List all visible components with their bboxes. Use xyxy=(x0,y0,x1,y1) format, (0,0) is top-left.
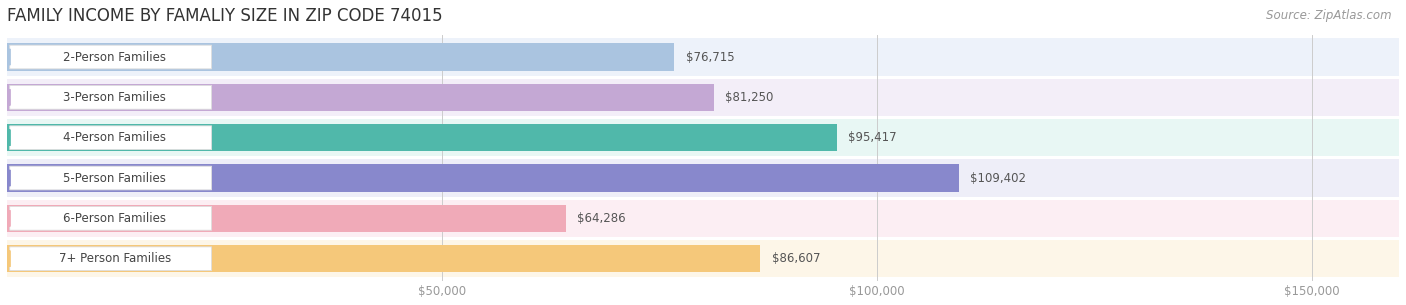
FancyBboxPatch shape xyxy=(10,166,211,190)
Text: 3-Person Families: 3-Person Families xyxy=(63,91,166,104)
FancyBboxPatch shape xyxy=(10,126,211,149)
Bar xyxy=(7,240,1399,277)
Bar xyxy=(7,79,1399,116)
Text: $109,402: $109,402 xyxy=(970,171,1026,185)
Text: $81,250: $81,250 xyxy=(725,91,773,104)
Bar xyxy=(7,119,1399,156)
Bar xyxy=(7,84,714,111)
Text: 2-Person Families: 2-Person Families xyxy=(63,51,166,63)
FancyBboxPatch shape xyxy=(10,85,211,109)
Text: $76,715: $76,715 xyxy=(686,51,734,63)
Text: 4-Person Families: 4-Person Families xyxy=(63,131,166,144)
Bar xyxy=(7,205,567,232)
Bar xyxy=(7,245,761,272)
Text: $64,286: $64,286 xyxy=(578,212,626,225)
Text: 6-Person Families: 6-Person Families xyxy=(63,212,166,225)
Bar xyxy=(7,200,1399,237)
Text: $95,417: $95,417 xyxy=(848,131,897,144)
FancyBboxPatch shape xyxy=(10,45,211,69)
Bar xyxy=(7,43,675,71)
FancyBboxPatch shape xyxy=(10,247,211,271)
Bar xyxy=(7,160,1399,197)
Bar xyxy=(7,124,837,151)
Text: 7+ Person Families: 7+ Person Families xyxy=(59,252,170,265)
Text: FAMILY INCOME BY FAMALIY SIZE IN ZIP CODE 74015: FAMILY INCOME BY FAMALIY SIZE IN ZIP COD… xyxy=(7,7,443,25)
Text: $86,607: $86,607 xyxy=(772,252,820,265)
Text: 5-Person Families: 5-Person Families xyxy=(63,171,166,185)
Bar xyxy=(7,164,959,192)
Bar xyxy=(7,38,1399,76)
FancyBboxPatch shape xyxy=(10,206,211,230)
Text: Source: ZipAtlas.com: Source: ZipAtlas.com xyxy=(1267,9,1392,22)
